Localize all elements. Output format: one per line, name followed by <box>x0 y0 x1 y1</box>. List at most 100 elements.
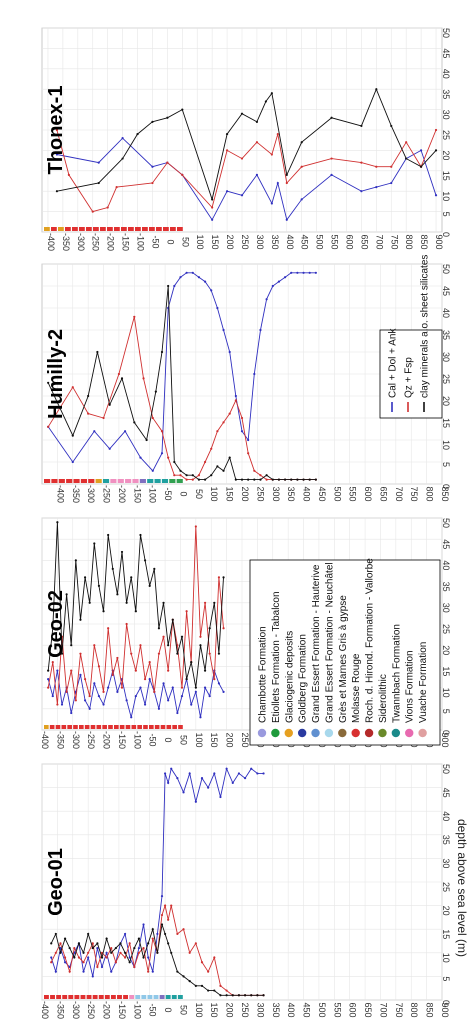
data-point-clay <box>125 601 128 604</box>
formation-marker <box>74 995 80 999</box>
depth-tick-label: 100 <box>195 234 205 249</box>
depth-tick-label: 400 <box>286 1002 296 1017</box>
value-tick-label: 35 <box>441 330 451 340</box>
depth-tick-label: 50 <box>194 489 204 499</box>
data-point-qz <box>73 946 76 950</box>
data-point-cal <box>171 686 174 689</box>
formation-marker <box>55 725 61 729</box>
data-point-cal <box>151 469 154 472</box>
data-point-clay <box>194 686 197 689</box>
depth-tick-label: -100 <box>136 233 146 251</box>
data-point-qz <box>151 416 154 420</box>
data-point-clay <box>120 550 124 554</box>
formation-marker <box>114 227 120 231</box>
value-tick-label: 40 <box>441 308 451 318</box>
value-tick-label: 0 <box>441 232 451 237</box>
data-point-clay <box>262 994 265 997</box>
depth-tick-label: -250 <box>86 1001 96 1019</box>
legend-swatch <box>364 728 374 738</box>
depth-tick-label: -200 <box>102 1001 112 1019</box>
data-point-qz <box>68 970 71 973</box>
value-tick-label: 15 <box>441 929 451 939</box>
data-point-clay <box>314 478 317 481</box>
data-point-cal <box>240 430 244 433</box>
data-point-cal <box>296 271 299 274</box>
data-point-clay <box>375 88 378 91</box>
value-tick-label: 10 <box>441 953 451 963</box>
formation-marker <box>149 227 155 231</box>
formation-marker <box>110 479 117 483</box>
data-point-qz <box>102 690 105 693</box>
value-tick-label: 50 <box>441 264 451 274</box>
depth-tick-label: 300 <box>255 1002 265 1017</box>
value-tick-label: 10 <box>441 440 451 450</box>
data-point-clay <box>51 627 54 630</box>
data-point-clay <box>162 601 165 604</box>
data-point-qz <box>434 128 438 132</box>
data-point-cal <box>100 965 104 969</box>
formation-marker <box>58 227 64 231</box>
data-point-qz <box>119 951 122 954</box>
formation-marker <box>129 995 135 999</box>
depth-tick-label: 650 <box>359 234 369 249</box>
legend-label: Chambotte Formation <box>258 626 269 723</box>
data-point-clay <box>185 474 188 477</box>
data-point-clay <box>194 984 197 987</box>
data-point-qz <box>259 474 262 477</box>
data-point-qz <box>56 703 59 706</box>
depth-tick-label: -250 <box>102 485 112 503</box>
legend-swatch <box>297 728 307 738</box>
data-point-cal <box>142 923 145 926</box>
data-point-clay <box>240 112 244 115</box>
data-point-cal <box>51 694 54 698</box>
formation-marker <box>93 227 99 231</box>
data-point-clay <box>91 946 94 950</box>
data-point-qz <box>160 430 164 433</box>
data-point-qz <box>228 412 231 415</box>
formation-marker <box>128 227 134 231</box>
data-point-qz <box>180 686 184 689</box>
data-point-qz <box>240 416 244 420</box>
data-point-qz <box>139 644 142 647</box>
formation-marker <box>125 479 132 483</box>
data-point-clay <box>265 474 268 477</box>
data-point-clay <box>211 198 214 201</box>
data-point-clay <box>151 120 154 123</box>
data-point-qz <box>285 181 288 185</box>
data-point-qz <box>176 932 179 936</box>
legend-label: Vuache Formation <box>418 642 429 723</box>
value-tick-label: 35 <box>441 89 451 99</box>
data-point-cal <box>108 447 111 450</box>
data-point-cal <box>156 932 159 936</box>
panel-thonex-1: -400 -350 -300 -250 -200 -150 -100 -50 0 50 100 150… <box>41 27 451 251</box>
data-point-qz <box>123 956 127 959</box>
data-point-qz <box>133 315 136 318</box>
data-point-qz <box>151 181 154 185</box>
value-tick-label: 30 <box>441 603 451 613</box>
data-point-cal <box>210 289 213 292</box>
depth-tick-label: 150 <box>225 486 235 501</box>
data-point-qz <box>170 904 173 907</box>
formation-marker <box>104 995 110 999</box>
data-point-qz <box>147 970 150 973</box>
data-point-clay <box>296 478 299 481</box>
data-point-qz <box>137 951 141 954</box>
value-tick-label: 20 <box>441 645 451 655</box>
formation-marker <box>44 479 51 483</box>
legend-label: Twannbach Formation <box>391 624 402 723</box>
data-point-clay <box>180 635 184 638</box>
data-point-qz <box>97 665 101 668</box>
data-point-clay <box>97 584 101 587</box>
data-point-clay <box>300 141 303 144</box>
data-point-clay <box>163 932 167 936</box>
data-point-qz <box>162 635 165 638</box>
formation-marker <box>135 995 141 999</box>
legend-swatch <box>351 728 360 738</box>
depth-tick-label: 200 <box>225 732 235 747</box>
data-point-cal <box>265 298 268 301</box>
data-point-cal <box>91 975 94 978</box>
data-point-clay <box>56 521 59 524</box>
data-point-cal <box>167 781 170 784</box>
data-point-qz <box>47 686 50 689</box>
data-point-qz <box>79 652 82 655</box>
